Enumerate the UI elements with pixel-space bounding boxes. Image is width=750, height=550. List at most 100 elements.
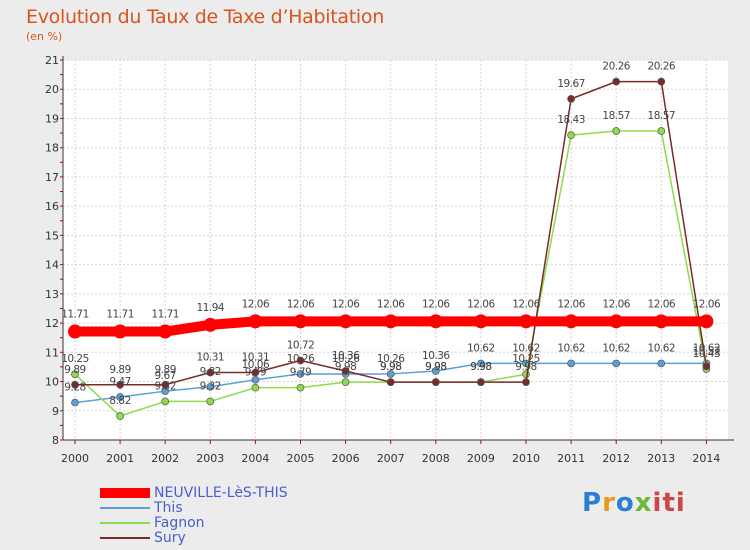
data-label: 9.98 (425, 361, 446, 373)
data-point-2 (657, 127, 666, 135)
data-label: 12.06 (693, 298, 721, 310)
data-label: 11.71 (106, 309, 134, 321)
y-tick-label: 17 (45, 171, 59, 184)
legend-item-fagnon: Fagnon (100, 516, 288, 531)
legend-label-this: This (154, 500, 183, 516)
data-label: 9.98 (470, 361, 491, 373)
data-point-0 (338, 314, 353, 329)
data-label: 12.06 (648, 298, 676, 310)
data-label: 10.62 (467, 342, 495, 354)
data-label: 9.98 (470, 361, 491, 373)
x-tick-label: 2008 (422, 452, 450, 465)
data-point-0 (519, 314, 533, 329)
y-tick-label: 9 (52, 405, 59, 418)
data-point-1 (386, 370, 395, 378)
data-label: 11.71 (61, 309, 89, 321)
x-tick-label: 2014 (692, 452, 720, 465)
data-point-0 (203, 317, 218, 332)
legend-item-sury: Sury (100, 531, 288, 546)
y-tick-label: 11 (45, 346, 59, 359)
data-label: 12.06 (422, 298, 450, 310)
data-label: 9.89 (64, 364, 85, 376)
data-point-1 (567, 359, 575, 368)
y-tick-label: 10 (45, 376, 59, 389)
data-point-3 (477, 378, 485, 386)
data-label: 12.06 (512, 298, 540, 310)
data-point-1 (657, 359, 666, 368)
data-label: 9.79 (290, 367, 311, 379)
data-label: 9.28 (64, 382, 85, 394)
data-label: 12.06 (242, 298, 270, 310)
x-tick-label: 2009 (467, 452, 495, 465)
data-label: 10.25 (61, 353, 89, 365)
data-label: 19.67 (557, 78, 585, 90)
data-point-3 (567, 95, 575, 103)
chart-legend: NEUVILLE-LèS-THIS This Fagnon Sury (100, 486, 288, 546)
data-label: 9.89 (109, 364, 130, 376)
data-label: 10.43 (693, 348, 721, 360)
data-point-3 (431, 378, 440, 386)
data-label: 9.47 (109, 376, 130, 388)
data-point-2 (71, 370, 79, 379)
data-label: 9.89 (155, 364, 176, 376)
data-point-0 (113, 324, 128, 339)
data-label: 9.32 (155, 380, 176, 392)
data-point-2 (341, 378, 350, 386)
data-label: 10.36 (332, 350, 360, 362)
legend-label-neuville: NEUVILLE-LèS-THIS (154, 485, 288, 501)
chart-axes: 8 9 10 11 12 13 14 15 16 17 18 19 20 21 2000 2001 2002 20… (45, 54, 734, 465)
legend-swatch-neuville (100, 488, 150, 498)
legend-item-neuville: NEUVILLE-LèS-THIS (100, 486, 288, 501)
chart-series (68, 77, 714, 420)
data-point-3 (702, 362, 711, 371)
y-tick-label: 8 (52, 434, 59, 447)
chart-title: Evolution du Taux de Taxe d’Habitation (26, 6, 384, 28)
y-tick-label: 14 (45, 259, 59, 272)
data-point-2 (206, 397, 215, 406)
data-label: 9.79 (245, 367, 266, 379)
data-point-3 (386, 378, 395, 386)
proxiti-logo: Proxiti (582, 488, 686, 518)
chart-grid (63, 59, 728, 441)
data-point-3 (206, 368, 215, 377)
data-label: 9.67 (155, 370, 176, 382)
data-point-0 (158, 324, 173, 339)
data-label: 9.98 (515, 361, 536, 373)
y-tick-label: 18 (45, 142, 59, 155)
data-label: 10.62 (512, 342, 540, 354)
data-label: 12.06 (377, 298, 405, 310)
x-tick-label: 2004 (241, 452, 269, 465)
x-tick-label: 2005 (287, 452, 315, 465)
data-point-2 (296, 383, 305, 392)
y-tick-label: 13 (45, 288, 59, 301)
legend-swatch-sury (100, 537, 150, 539)
data-point-1 (431, 367, 440, 375)
data-label: 10.26 (287, 353, 315, 365)
data-point-0 (68, 324, 82, 339)
data-point-2 (567, 131, 575, 139)
legend-item-this: This (100, 501, 288, 516)
x-tick-label: 2006 (332, 452, 360, 465)
data-point-2 (116, 412, 124, 420)
data-label: 10.25 (512, 353, 540, 365)
data-label: 10.36 (422, 350, 450, 362)
plot-background (63, 60, 728, 440)
data-label: 9.98 (425, 361, 446, 373)
data-label: 10.62 (693, 342, 721, 354)
y-tick-label: 19 (45, 112, 59, 125)
data-point-3 (341, 367, 350, 375)
x-tick-label: 2001 (106, 452, 134, 465)
data-point-3 (657, 77, 666, 86)
x-tick-label: 2007 (377, 452, 405, 465)
data-label: 9.98 (380, 361, 401, 373)
data-point-3 (161, 380, 170, 389)
data-point-2 (612, 127, 621, 135)
data-point-1 (206, 382, 215, 391)
data-label: 9.98 (380, 361, 401, 373)
x-tick-label: 2012 (602, 452, 630, 465)
y-tick-label: 12 (45, 317, 59, 330)
data-point-3 (612, 77, 621, 86)
data-label: 12.06 (557, 298, 585, 310)
y-tick-label: 21 (45, 54, 59, 67)
